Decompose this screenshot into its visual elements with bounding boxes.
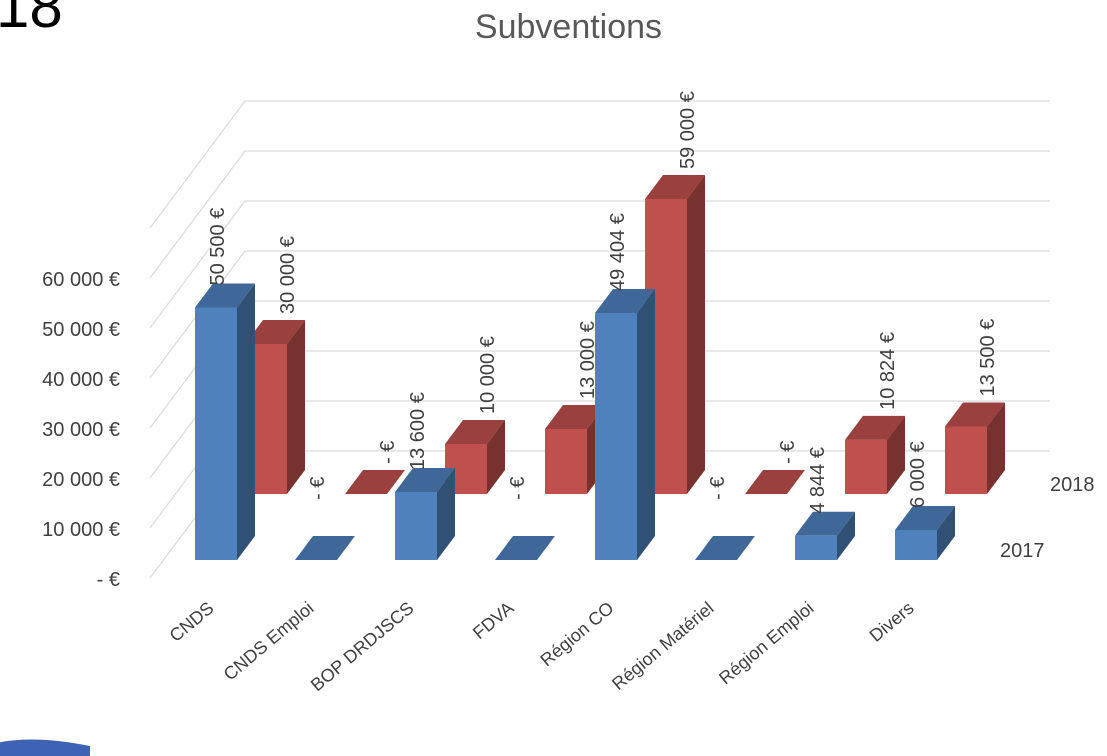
bar-2018 (745, 470, 805, 494)
page-number: 18 (0, 0, 63, 40)
bar-top-face (345, 470, 405, 494)
x-category-label: CNDS Emploi (220, 598, 318, 685)
bar-front-face (845, 439, 887, 494)
bar-side-face (937, 506, 955, 560)
bar-front-face (595, 312, 637, 560)
bar-top-face (245, 320, 305, 344)
data-labels: 30 000 € - € 10 000 € 13 000 € 59 000 € - € 10… (207, 91, 1095, 562)
bar-2017 (295, 536, 355, 560)
bar-top-face (545, 405, 605, 429)
data-label-2017: 49 404 € (607, 213, 629, 291)
data-label-2018: 30 000 € (277, 236, 299, 314)
data-label-2018: 10 824 € (877, 332, 899, 410)
bar-2018 (845, 415, 905, 494)
series-label-2018: 2018 (1050, 474, 1095, 496)
bar-front-face (195, 307, 237, 560)
chart-title: Subventions (474, 8, 663, 46)
bar-2018 (345, 470, 405, 494)
data-label-2017: - € (507, 477, 529, 500)
y-tick-label: 20 000 € (42, 469, 120, 491)
x-category-label: BOP DRDJSCS (307, 598, 418, 695)
bar-top-face (945, 402, 1005, 427)
gridline (149, 100, 1050, 229)
data-label-2018: 13 500 € (977, 319, 999, 397)
bar-front-face (945, 426, 987, 494)
data-label-2018: 59 000 € (677, 91, 699, 169)
x-category-label: Région Matériel (608, 598, 717, 694)
bar-side-face (287, 320, 305, 494)
bar-top-face (895, 506, 955, 530)
data-label-2018: - € (377, 441, 399, 464)
bar-front-face (395, 492, 437, 560)
bar-2017 (395, 468, 455, 560)
data-label-2017: 50 500 € (207, 208, 229, 286)
bar-top-face (845, 415, 905, 440)
y-axis: - € 10 000 € 20 000 € 30 000 € 40 000 € 50 00… (42, 269, 120, 591)
y-tick-label: 50 000 € (42, 319, 120, 341)
bar-side-face (687, 175, 705, 494)
bar-2017 (895, 506, 955, 560)
bar-side-face (487, 420, 505, 494)
data-label-2018: - € (777, 441, 799, 464)
logo-swoosh-icon (0, 739, 90, 756)
gridline (149, 200, 1050, 329)
data-label-2017: 4 844 € (807, 447, 829, 514)
bar-2018 (945, 402, 1005, 494)
bar-2017 (195, 283, 255, 560)
bar-2017 (695, 536, 755, 560)
data-label-2017: 13 600 € (407, 392, 429, 470)
x-category-label: Région CO (537, 598, 618, 671)
bar-front-face (545, 429, 587, 494)
y-tick-label: 30 000 € (42, 419, 120, 441)
bar-front-face (895, 530, 937, 560)
gridline (149, 150, 1050, 279)
x-category-label: Région Emploi (715, 598, 818, 689)
bar-top-face (445, 420, 505, 444)
series-label-2017: 2017 (1000, 540, 1045, 562)
bar-side-face (987, 402, 1005, 494)
bar-top-face (745, 470, 805, 494)
x-category-label: Divers (866, 598, 918, 646)
bar-side-face (837, 511, 855, 560)
data-label-2017: 6 000 € (907, 441, 929, 508)
bar-top-face (395, 468, 455, 492)
data-label-2017: - € (707, 477, 729, 500)
data-label-2017: - € (307, 477, 329, 500)
bar-2017 (495, 536, 555, 560)
bar-top-face (495, 536, 555, 560)
x-category-label: CNDS (166, 598, 218, 646)
bar-top-face (595, 288, 655, 313)
data-label-2018: 10 000 € (477, 336, 499, 414)
x-category-label: FDVA (469, 598, 518, 643)
bar-2017 (595, 288, 655, 560)
y-tick-label: 60 000 € (42, 269, 120, 291)
bar-2017 (795, 511, 855, 560)
y-tick-label: 40 000 € (42, 369, 120, 391)
bar-side-face (887, 415, 905, 494)
data-label-2018: 13 000 € (577, 321, 599, 399)
y-tick-label: - € (97, 569, 120, 591)
gridline (149, 250, 1050, 379)
bar-top-face (195, 283, 255, 308)
bar-top-face (795, 511, 855, 536)
series-2017-bars (195, 283, 955, 560)
bar-top-face (645, 175, 705, 199)
bar-side-face (637, 288, 655, 560)
y-tick-label: 10 000 € (42, 519, 120, 541)
bar-top-face (295, 536, 355, 560)
bar-top-face (695, 536, 755, 560)
bar-side-face (437, 468, 455, 560)
bar-front-face (795, 535, 837, 560)
bar-side-face (237, 283, 255, 560)
